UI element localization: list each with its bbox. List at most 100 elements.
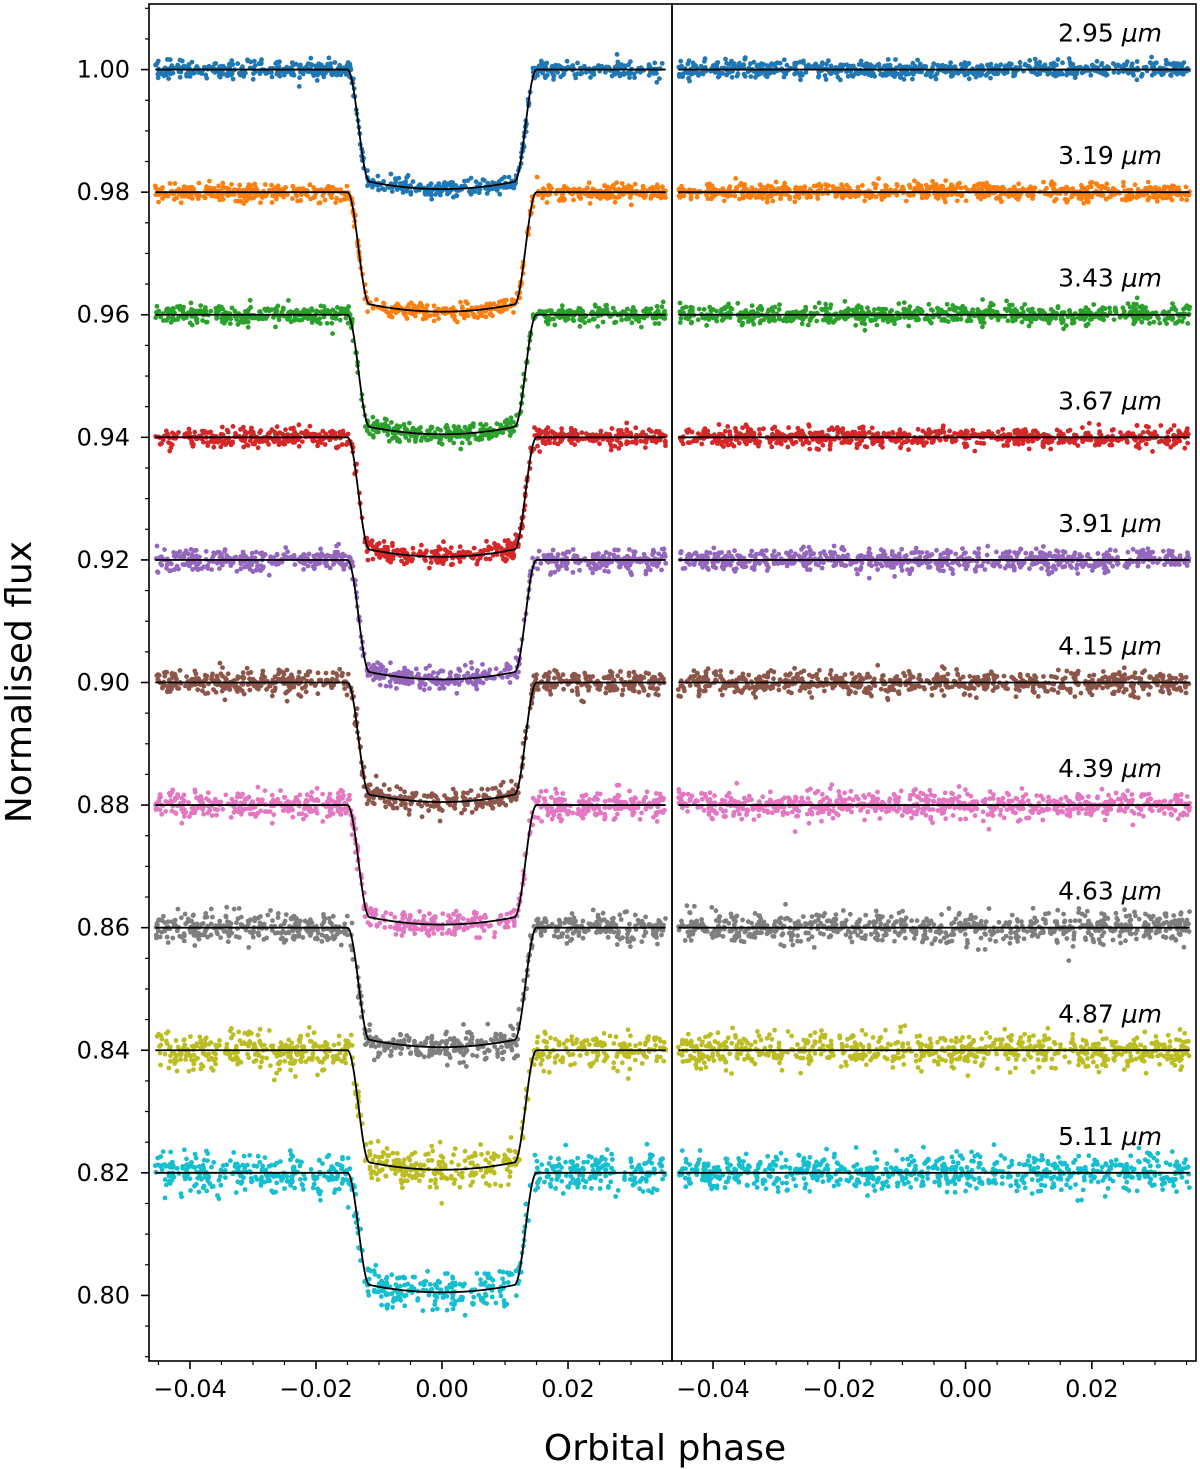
data-point xyxy=(431,318,437,324)
data-point xyxy=(212,799,218,805)
data-point xyxy=(479,312,485,318)
data-point xyxy=(496,921,502,926)
data-point xyxy=(171,683,176,689)
data-point xyxy=(616,564,622,570)
data-point xyxy=(626,547,632,552)
data-point xyxy=(437,436,442,441)
data-point xyxy=(440,911,446,917)
data-point xyxy=(611,687,617,693)
data-point xyxy=(307,423,313,429)
data-point xyxy=(315,691,321,697)
data-point xyxy=(480,177,486,183)
data-point xyxy=(374,923,380,929)
data-point xyxy=(344,692,350,698)
data-point xyxy=(614,63,620,69)
data-point xyxy=(641,195,647,200)
data-point xyxy=(399,679,404,685)
data-point xyxy=(153,62,159,68)
data-point xyxy=(655,185,660,191)
data-point xyxy=(283,427,288,433)
data-point xyxy=(625,71,630,76)
data-point xyxy=(193,315,199,321)
data-point xyxy=(419,803,424,809)
data-point xyxy=(557,812,562,818)
data-point xyxy=(448,670,453,675)
data-point xyxy=(638,324,644,330)
data-point xyxy=(210,671,215,677)
data-point xyxy=(274,424,280,430)
data-point xyxy=(596,805,602,811)
data-point xyxy=(393,176,398,182)
data-point xyxy=(653,810,659,816)
data-point xyxy=(465,434,470,440)
data-point xyxy=(195,687,201,693)
data-point xyxy=(183,810,189,815)
data-point xyxy=(549,429,555,435)
data-point xyxy=(547,183,552,189)
data-point xyxy=(553,786,558,792)
data-point xyxy=(245,58,251,64)
data-point xyxy=(626,62,631,68)
data-point xyxy=(575,689,580,694)
data-point xyxy=(257,430,263,436)
data-point xyxy=(389,420,394,425)
data-point xyxy=(212,61,218,67)
data-point xyxy=(280,808,286,813)
data-point xyxy=(592,562,598,567)
data-point xyxy=(554,790,560,796)
data-point xyxy=(659,304,665,310)
data-point xyxy=(251,71,256,76)
data-point xyxy=(606,560,611,566)
data-point xyxy=(269,693,275,699)
data-point xyxy=(261,315,267,320)
data-point xyxy=(504,911,510,917)
data-point xyxy=(388,924,393,930)
data-point xyxy=(633,425,639,431)
data-point xyxy=(284,698,290,704)
data-point xyxy=(307,182,313,188)
data-point xyxy=(505,538,511,543)
data-point xyxy=(266,684,272,689)
data-point xyxy=(375,173,381,179)
data-point xyxy=(536,548,542,554)
data-point xyxy=(408,191,414,197)
data-point xyxy=(252,315,258,321)
data-point xyxy=(382,799,388,804)
data-point xyxy=(301,552,306,558)
data-point xyxy=(469,665,475,671)
data-point xyxy=(168,445,174,451)
data-point xyxy=(570,570,576,575)
data-point xyxy=(620,309,626,314)
data-point xyxy=(299,439,305,444)
data-point xyxy=(322,442,328,447)
data-point xyxy=(494,799,499,804)
data-point xyxy=(419,435,425,440)
data-point xyxy=(319,309,325,315)
data-point xyxy=(329,685,335,691)
data-point xyxy=(452,924,458,930)
data-point xyxy=(229,182,234,187)
data-point xyxy=(269,792,275,798)
data-point xyxy=(543,788,549,794)
data-point xyxy=(593,438,599,443)
data-point xyxy=(201,564,207,570)
data-point xyxy=(559,426,565,431)
data-point xyxy=(296,422,302,428)
data-point xyxy=(224,427,230,433)
data-point xyxy=(663,443,668,449)
data-point xyxy=(550,71,556,77)
data-point xyxy=(277,430,283,436)
data-point xyxy=(206,798,212,803)
data-point xyxy=(407,917,412,923)
data-point xyxy=(217,660,223,666)
data-point xyxy=(177,554,183,560)
data-point xyxy=(586,318,592,324)
data-point xyxy=(184,674,190,679)
data-point xyxy=(638,438,644,444)
data-point xyxy=(203,691,208,696)
data-point xyxy=(347,792,352,798)
data-point xyxy=(472,313,478,318)
data-point xyxy=(397,439,403,445)
data-point xyxy=(370,305,376,311)
data-point xyxy=(435,306,441,312)
